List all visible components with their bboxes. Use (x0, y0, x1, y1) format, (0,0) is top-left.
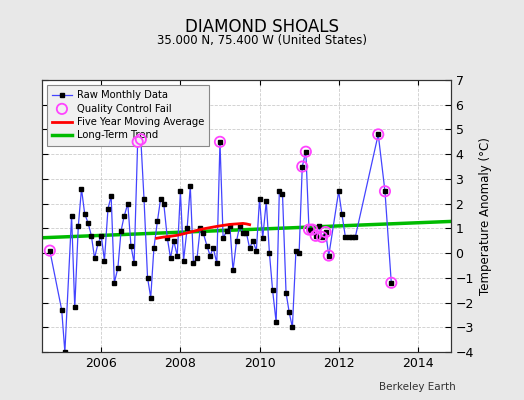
Raw Monthly Data (47, 248, 53, 253)
Five Year Moving Average (187, 230, 193, 234)
Raw Monthly Data (62, 350, 68, 354)
Raw Monthly Data (375, 132, 381, 137)
Quality Control Fail (387, 280, 396, 286)
Text: DIAMOND SHOALS: DIAMOND SHOALS (185, 18, 339, 36)
Five Year Moving Average (167, 234, 173, 239)
Five Year Moving Average (154, 236, 160, 241)
Five Year Moving Average (161, 235, 167, 240)
Raw Monthly Data (234, 238, 240, 243)
Line: Raw Monthly Data: Raw Monthly Data (48, 133, 393, 354)
Quality Control Fail (302, 148, 310, 155)
Quality Control Fail (46, 248, 54, 254)
Quality Control Fail (381, 188, 389, 194)
Quality Control Fail (305, 226, 313, 233)
Five Year Moving Average (234, 222, 240, 226)
Legend: Raw Monthly Data, Quality Control Fail, Five Year Moving Average, Long-Term Tren: Raw Monthly Data, Quality Control Fail, … (47, 85, 209, 146)
Quality Control Fail (298, 163, 307, 170)
Five Year Moving Average (246, 222, 253, 227)
Quality Control Fail (324, 252, 333, 259)
Raw Monthly Data (138, 137, 144, 142)
Raw Monthly Data (98, 233, 104, 238)
Five Year Moving Average (214, 224, 220, 229)
Five Year Moving Average (227, 222, 233, 227)
Five Year Moving Average (240, 221, 246, 226)
Raw Monthly Data (131, 260, 137, 265)
Raw Monthly Data (313, 233, 319, 238)
Quality Control Fail (137, 136, 145, 142)
Quality Control Fail (216, 139, 224, 145)
Five Year Moving Average (194, 228, 200, 233)
Five Year Moving Average (220, 223, 226, 228)
Raw Monthly Data (388, 280, 395, 285)
Text: 35.000 N, 75.400 W (United States): 35.000 N, 75.400 W (United States) (157, 34, 367, 47)
Five Year Moving Average (174, 233, 180, 238)
Five Year Moving Average (180, 232, 187, 236)
Quality Control Fail (312, 232, 320, 239)
Quality Control Fail (321, 229, 330, 235)
Quality Control Fail (374, 131, 383, 138)
Five Year Moving Average (207, 225, 213, 230)
Five Year Moving Average (243, 222, 249, 226)
Five Year Moving Average (200, 226, 206, 231)
Quality Control Fail (318, 234, 326, 240)
Text: Berkeley Earth: Berkeley Earth (379, 382, 456, 392)
Quality Control Fail (308, 226, 316, 233)
Y-axis label: Temperature Anomaly (°C): Temperature Anomaly (°C) (479, 137, 493, 295)
Line: Five Year Moving Average: Five Year Moving Average (157, 224, 249, 238)
Quality Control Fail (134, 139, 142, 145)
Raw Monthly Data (382, 189, 388, 194)
